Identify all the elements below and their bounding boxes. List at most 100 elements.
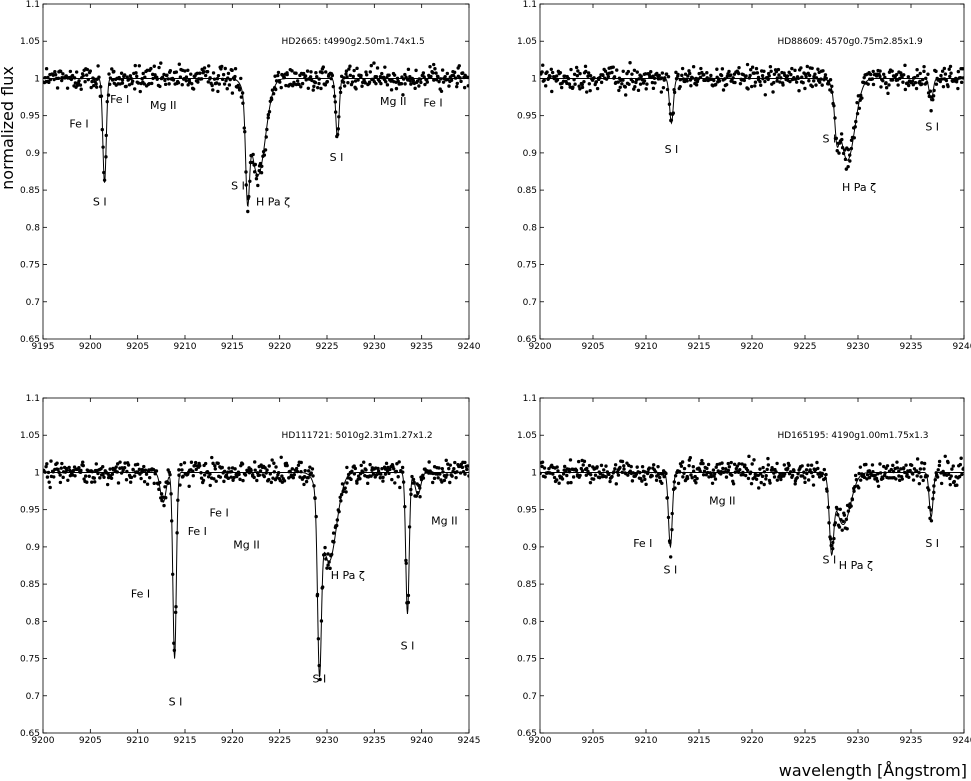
data-point [691,465,695,469]
data-point [177,473,181,477]
data-point [705,470,710,475]
data-point [110,67,114,71]
data-point [168,69,173,73]
data-point [92,77,96,81]
data-point [369,63,373,68]
data-point [241,478,245,483]
x-tick-label: 9225 [794,736,817,746]
data-point [926,72,930,76]
x-tick-label: 9240 [953,342,971,352]
data-point [388,467,392,472]
data-point [883,471,887,475]
y-tick-label: 0.85 [517,186,537,196]
data-point [884,81,888,85]
data-point [752,458,756,462]
data-point [913,80,918,85]
data-point [302,482,306,487]
data-point [290,467,295,471]
data-point [92,83,96,88]
data-point [106,93,111,97]
data-point [809,463,814,467]
data-point [902,470,907,475]
data-point [882,464,886,469]
x-tick-label: 9225 [268,736,291,746]
data-point [387,471,391,476]
line-annotation: Fe I [131,588,150,601]
x-tick-label: 9210 [126,736,149,746]
data-point [231,478,235,482]
data-point [428,64,432,69]
data-point [949,474,953,478]
data-point [746,87,750,91]
y-tick-label: 0.65 [517,729,537,739]
data-point [449,78,454,82]
data-point [206,80,210,84]
data-point [762,482,766,487]
data-point [678,78,683,82]
data-point [342,84,347,88]
data-point [274,87,278,92]
data-point [650,474,654,478]
data-point [184,79,188,83]
data-point [266,116,270,120]
data-point [352,68,356,73]
data-point [931,94,936,98]
data-point [374,473,379,477]
data-point [344,69,349,73]
data-point [867,469,872,473]
data-point [823,73,828,77]
data-point [401,77,406,81]
data-point [705,466,709,471]
data-point [871,470,875,474]
x-tick-label: 9220 [268,342,291,352]
data-point [838,507,842,512]
data-point [748,73,752,78]
data-point [559,85,564,90]
data-point [101,465,105,469]
data-point [627,82,631,86]
data-point [779,76,783,80]
data-point [814,83,818,87]
data-point [778,80,782,84]
data-point [660,71,665,75]
data-point [628,61,632,65]
data-point [99,94,104,98]
line-annotation: Mg II [150,99,176,112]
data-point [423,82,427,87]
data-point [276,70,281,75]
panel-title: HD165195: 4190g1.00m1.75x1.3 [777,431,928,441]
data-point [658,475,662,480]
data-point [874,476,879,481]
data-point [575,74,580,78]
line-annotation: H Pa ζ [842,181,876,194]
data-point [455,84,459,89]
data-point [956,86,960,91]
data-point [458,76,462,80]
data-point [460,465,465,470]
data-point [182,461,187,465]
data-point [940,69,945,73]
line-annotation: S I [313,672,327,685]
data-point [311,474,315,478]
data-point [124,478,129,482]
data-point [848,159,852,163]
data-point [857,471,861,476]
data-point [355,66,359,71]
data-point [646,470,650,475]
data-point [356,474,361,478]
data-point [749,470,753,474]
data-point [69,77,74,82]
data-point [458,471,463,475]
data-point [878,74,882,79]
data-point [786,466,790,471]
data-point [931,98,935,102]
data-point [572,72,577,76]
data-point [934,82,939,86]
data-point [561,79,566,83]
data-point [96,471,100,476]
data-point [358,477,362,481]
data-point [921,77,925,82]
data-point [806,478,811,482]
data-point [840,137,844,142]
data-point [122,73,127,77]
